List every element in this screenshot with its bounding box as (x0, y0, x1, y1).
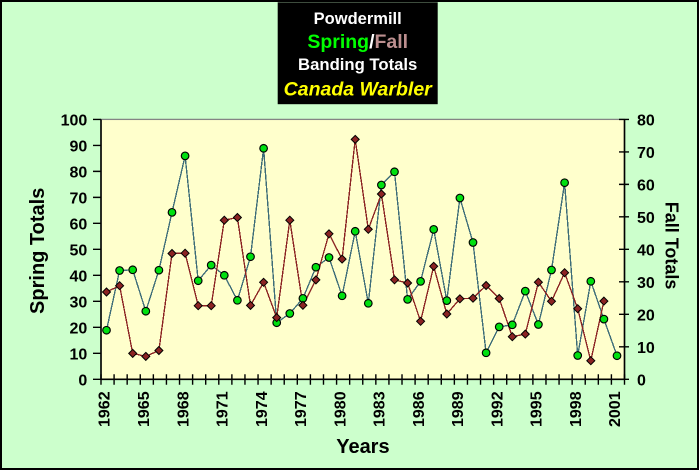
svg-text:30: 30 (637, 275, 655, 292)
svg-text:Spring Totals: Spring Totals (27, 188, 49, 314)
svg-text:0: 0 (78, 373, 87, 390)
svg-text:1974: 1974 (254, 391, 271, 427)
svg-text:Powdermill: Powdermill (314, 10, 402, 28)
svg-text:1986: 1986 (411, 391, 428, 427)
svg-text:1965: 1965 (136, 391, 153, 427)
svg-text:1995: 1995 (529, 391, 546, 427)
svg-text:50: 50 (70, 243, 88, 260)
svg-text:30: 30 (70, 295, 88, 312)
svg-text:70: 70 (70, 191, 88, 208)
svg-text:70: 70 (637, 145, 655, 162)
svg-text:80: 80 (70, 165, 88, 182)
svg-text:90: 90 (70, 139, 88, 156)
svg-text:50: 50 (637, 210, 655, 227)
svg-text:60: 60 (70, 217, 88, 234)
svg-text:Canada Warbler: Canada Warbler (284, 79, 434, 101)
svg-text:40: 40 (70, 269, 88, 286)
svg-text:1962: 1962 (97, 391, 114, 427)
svg-text:20: 20 (70, 321, 88, 338)
svg-text:1983: 1983 (372, 391, 389, 427)
svg-text:1977: 1977 (293, 391, 310, 427)
svg-text:1971: 1971 (215, 391, 232, 427)
svg-text:1980: 1980 (332, 391, 349, 427)
svg-text:10: 10 (637, 340, 655, 357)
svg-text:Years: Years (336, 436, 389, 458)
svg-text:Banding Totals: Banding Totals (298, 55, 417, 74)
svg-text:2001: 2001 (607, 391, 624, 427)
svg-text:100: 100 (61, 113, 88, 130)
svg-text:Spring/Fall: Spring/Fall (307, 31, 408, 53)
svg-text:1998: 1998 (568, 391, 585, 427)
svg-text:Fall Totals: Fall Totals (662, 202, 682, 290)
svg-text:40: 40 (637, 243, 655, 260)
svg-text:20: 20 (637, 308, 655, 325)
svg-text:1989: 1989 (450, 391, 467, 427)
svg-text:0: 0 (637, 373, 646, 390)
svg-text:1968: 1968 (175, 391, 192, 427)
svg-text:80: 80 (637, 113, 655, 130)
svg-text:60: 60 (637, 178, 655, 195)
svg-text:10: 10 (70, 347, 88, 364)
svg-text:1992: 1992 (489, 391, 506, 427)
